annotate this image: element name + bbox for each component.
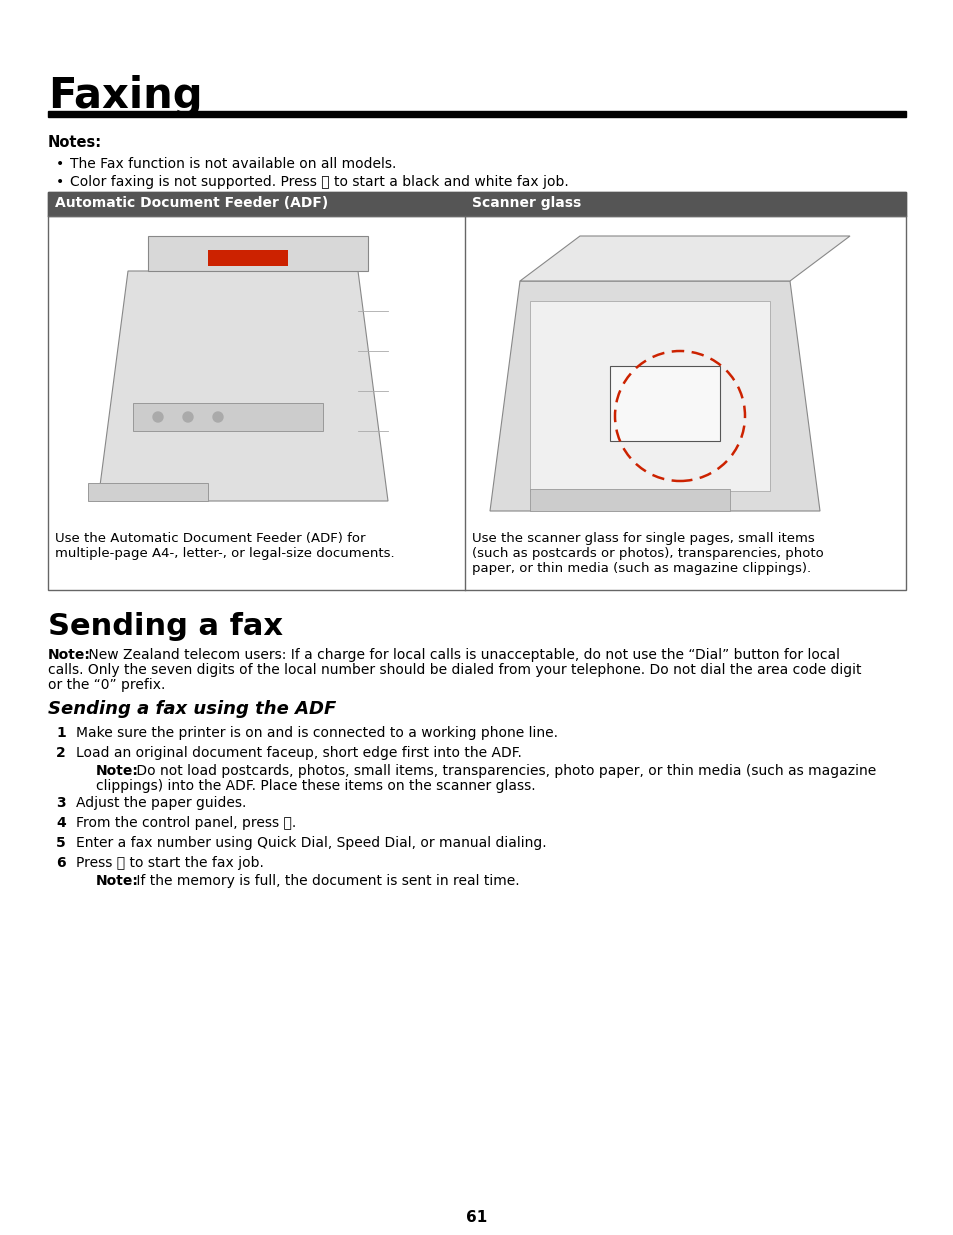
Text: or the “0” prefix.: or the “0” prefix.: [48, 678, 165, 692]
Text: Faxing: Faxing: [48, 75, 202, 117]
Bar: [464, 191, 905, 216]
Text: Scanner glass: Scanner glass: [472, 196, 580, 210]
Bar: [132, 403, 323, 431]
Polygon shape: [148, 236, 368, 270]
Polygon shape: [490, 282, 820, 511]
Text: Color faxing is not supported. Press ⓧ to start a black and white fax job.: Color faxing is not supported. Press ⓧ t…: [70, 175, 568, 189]
Bar: [48, 111, 905, 117]
Polygon shape: [98, 270, 388, 501]
Text: •: •: [56, 175, 64, 189]
Circle shape: [213, 412, 223, 422]
Text: Load an original document faceup, short edge first into the ADF.: Load an original document faceup, short …: [76, 746, 521, 760]
Text: New Zealand telecom users: If a charge for local calls is unacceptable, do not u: New Zealand telecom users: If a charge f…: [84, 648, 840, 662]
Text: Automatic Document Feeder (ADF): Automatic Document Feeder (ADF): [55, 196, 328, 210]
Circle shape: [152, 412, 163, 422]
Bar: [609, 366, 720, 441]
Text: Sending a fax: Sending a fax: [48, 613, 283, 641]
Text: Use the scanner glass for single pages, small items
(such as postcards or photos: Use the scanner glass for single pages, …: [472, 532, 822, 576]
Text: 3: 3: [56, 797, 66, 810]
Bar: [530, 489, 729, 511]
Text: •: •: [56, 157, 64, 170]
Text: 2: 2: [56, 746, 66, 760]
Text: 61: 61: [466, 1210, 487, 1225]
Text: 6: 6: [56, 856, 66, 869]
Text: Notes:: Notes:: [48, 135, 102, 149]
Text: Note:: Note:: [48, 648, 91, 662]
Text: Note:: Note:: [96, 764, 139, 778]
Text: Do not load postcards, photos, small items, transparencies, photo paper, or thin: Do not load postcards, photos, small ite…: [132, 764, 876, 778]
Bar: [48, 191, 905, 590]
Text: If the memory is full, the document is sent in real time.: If the memory is full, the document is s…: [132, 874, 519, 888]
Text: From the control panel, press Ⓕ.: From the control panel, press Ⓕ.: [76, 816, 296, 830]
Text: calls. Only the seven digits of the local number should be dialed from your tele: calls. Only the seven digits of the loca…: [48, 663, 861, 677]
Text: Enter a fax number using Quick Dial, Speed Dial, or manual dialing.: Enter a fax number using Quick Dial, Spe…: [76, 836, 546, 850]
Text: The Fax function is not available on all models.: The Fax function is not available on all…: [70, 157, 395, 170]
Text: Sending a fax using the ADF: Sending a fax using the ADF: [48, 700, 335, 718]
Text: 4: 4: [56, 816, 66, 830]
Text: Note:: Note:: [96, 874, 139, 888]
Polygon shape: [519, 236, 849, 282]
Bar: [208, 249, 288, 266]
Circle shape: [183, 412, 193, 422]
Bar: [48, 191, 464, 216]
Text: 1: 1: [56, 726, 66, 740]
Text: Adjust the paper guides.: Adjust the paper guides.: [76, 797, 246, 810]
Text: clippings) into the ADF. Place these items on the scanner glass.: clippings) into the ADF. Place these ite…: [96, 779, 535, 793]
Bar: [530, 301, 769, 492]
Text: 5: 5: [56, 836, 66, 850]
Bar: [88, 483, 208, 501]
Text: Press ⓧ to start the fax job.: Press ⓧ to start the fax job.: [76, 856, 264, 869]
Text: Use the Automatic Document Feeder (ADF) for
multiple-page A4-, letter-, or legal: Use the Automatic Document Feeder (ADF) …: [55, 532, 395, 559]
Text: Make sure the printer is on and is connected to a working phone line.: Make sure the printer is on and is conne…: [76, 726, 558, 740]
